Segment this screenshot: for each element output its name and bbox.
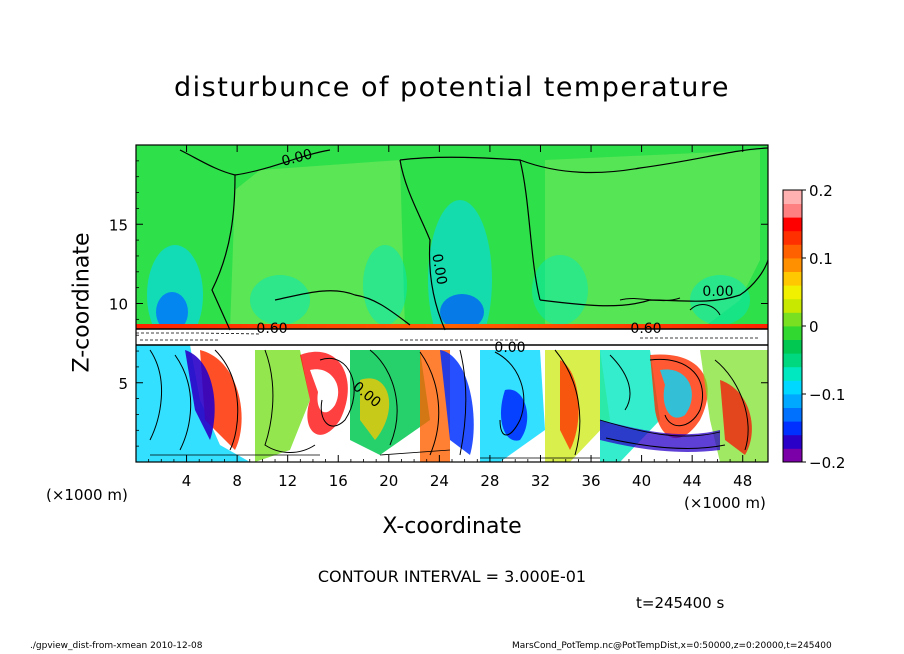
x-tick-label: 20 (379, 472, 398, 490)
colorbar-swatch (783, 285, 802, 300)
colorbar-tick-label: −0.2 (809, 454, 845, 472)
contour-label: 0.00 (428, 253, 449, 286)
y-tick-label: 15 (109, 216, 128, 234)
colorbar-swatch (783, 203, 802, 218)
colorbar-tick-label: 0.2 (809, 182, 833, 200)
x-tick-label: 36 (581, 472, 600, 490)
colorbar-swatch (783, 421, 802, 436)
x-tick-label: 28 (480, 472, 499, 490)
colorbar-swatch (783, 271, 802, 286)
colorbar-swatch (783, 380, 802, 395)
colorbar-swatch (783, 298, 802, 313)
colorbar-swatch (783, 366, 802, 381)
y-tick-label: 5 (118, 375, 128, 393)
colorbar-swatch (783, 312, 802, 327)
colorbar-swatch (783, 394, 802, 408)
y-axis-ticks: 5 10 15 (109, 160, 768, 447)
chart-title: disturbunce of potential temperature (174, 72, 730, 103)
colorbar-swatch (783, 217, 802, 232)
x-unit-label-left: (×1000 m) (46, 486, 128, 504)
contour-label: 0.60 (630, 321, 661, 337)
colorbar-tick-label: 0 (809, 318, 819, 336)
colorbar-tick-label: 0.1 (809, 250, 833, 268)
contour-label: 0.00 (280, 146, 314, 170)
x-axis-ticks: 4 8 12 16 20 24 28 32 36 40 44 48 (148, 145, 769, 490)
footer-left: ./gpview_dist-from-xmean 2010-12-08 (30, 641, 203, 651)
x-tick-label: 4 (182, 472, 192, 490)
colorbar-swatch (783, 407, 802, 422)
contour-label: 0.00 (702, 284, 733, 300)
colorbar-swatch (783, 258, 802, 272)
colorbar-tick-label: −0.1 (809, 386, 845, 404)
x-tick-label: 48 (733, 472, 752, 490)
colorbar-swatch (783, 339, 802, 354)
x-tick-label: 12 (278, 472, 297, 490)
colorbar-swatch (783, 244, 802, 259)
colorbar-swatch (783, 190, 802, 204)
colorbar-swatch (783, 353, 802, 368)
x-tick-label: 8 (232, 472, 242, 490)
contour-label: 0.00 (494, 340, 525, 356)
colorbar-swatch (783, 326, 802, 340)
colorbar-swatch (783, 434, 802, 449)
heatmap-field (136, 145, 768, 462)
x-tick-label: 32 (531, 472, 550, 490)
colorbar-swatch (783, 448, 802, 463)
y-tick-label: 10 (109, 296, 128, 314)
contour-interval: CONTOUR INTERVAL = 3.000E-01 (317, 567, 587, 586)
footer-right: MarsCond_PotTemp.nc@PotTempDist,x=0:5000… (512, 641, 832, 651)
contour-label: 0.60 (256, 321, 287, 337)
x-unit-label-right: (×1000 m) (684, 494, 766, 512)
x-axis-label-text: X-coordinate (382, 514, 522, 539)
x-tick-label: 16 (329, 472, 348, 490)
x-axis-label: X-coordinate (0, 514, 904, 539)
x-tick-label: 24 (430, 472, 449, 490)
time-label: t=245400 s (636, 594, 725, 612)
x-tick-label: 44 (683, 472, 702, 490)
colorbar: 0.2 0.1 0 −0.1 −0.2 (782, 182, 845, 472)
x-tick-label: 40 (632, 472, 651, 490)
colorbar-swatch (783, 230, 802, 245)
